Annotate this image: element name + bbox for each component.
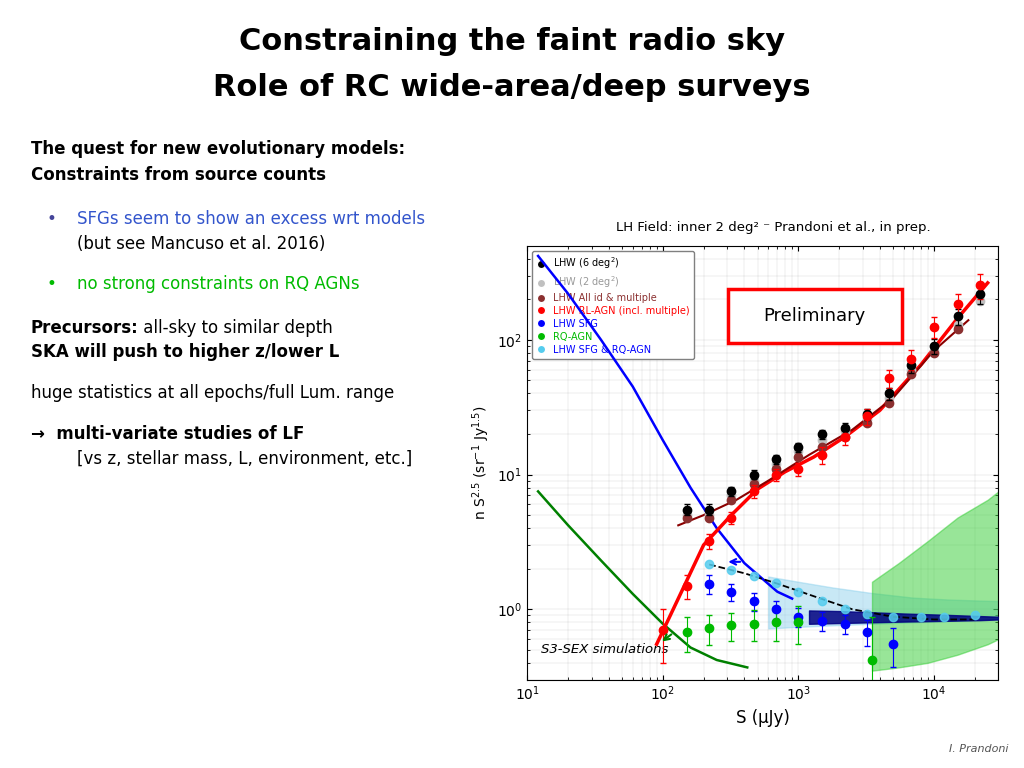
Text: no strong constraints on RQ AGNs: no strong constraints on RQ AGNs (77, 275, 359, 293)
Legend: LHW (6 deg$^2$), LHW (2 deg$^2$), LHW All id & multiple, LHW RL-AGN (incl. multi: LHW (6 deg$^2$), LHW (2 deg$^2$), LHW Al… (532, 250, 694, 359)
Text: The quest for new evolutionary models:: The quest for new evolutionary models: (31, 140, 404, 157)
Text: LH Field: inner 2 deg² ⁻ Prandoni et al., in prep.: LH Field: inner 2 deg² ⁻ Prandoni et al.… (615, 221, 931, 234)
Text: Preliminary: Preliminary (764, 307, 866, 325)
Text: →  multi-variate studies of LF: → multi-variate studies of LF (31, 425, 304, 442)
Text: Role of RC wide-area/deep surveys: Role of RC wide-area/deep surveys (213, 73, 811, 102)
Text: I. Prandoni: I. Prandoni (949, 744, 1009, 754)
Text: (but see Mancuso et al. 2016): (but see Mancuso et al. 2016) (77, 235, 326, 253)
Text: all-sky to similar depth: all-sky to similar depth (138, 319, 333, 336)
FancyBboxPatch shape (727, 290, 902, 343)
Text: huge statistics at all epochs/full Lum. range: huge statistics at all epochs/full Lum. … (31, 384, 394, 402)
Text: SKA will push to higher z/lower L: SKA will push to higher z/lower L (31, 343, 339, 361)
Text: [vs z, stellar mass, L, environment, etc.]: [vs z, stellar mass, L, environment, etc… (77, 449, 412, 467)
Text: •: • (46, 210, 56, 228)
X-axis label: S (μJy): S (μJy) (736, 709, 790, 727)
Y-axis label: n S$^{2.5}$ (sr$^{-1}$ Jy$^{1.5}$): n S$^{2.5}$ (sr$^{-1}$ Jy$^{1.5}$) (470, 406, 492, 520)
Text: S3-SEX simulations: S3-SEX simulations (542, 643, 669, 656)
Text: Precursors:: Precursors: (31, 319, 138, 336)
Text: SFGs seem to show an excess wrt models: SFGs seem to show an excess wrt models (77, 210, 425, 228)
Text: •: • (46, 275, 56, 293)
Text: Constraints from source counts: Constraints from source counts (31, 166, 326, 184)
Text: Constraining the faint radio sky: Constraining the faint radio sky (239, 27, 785, 56)
